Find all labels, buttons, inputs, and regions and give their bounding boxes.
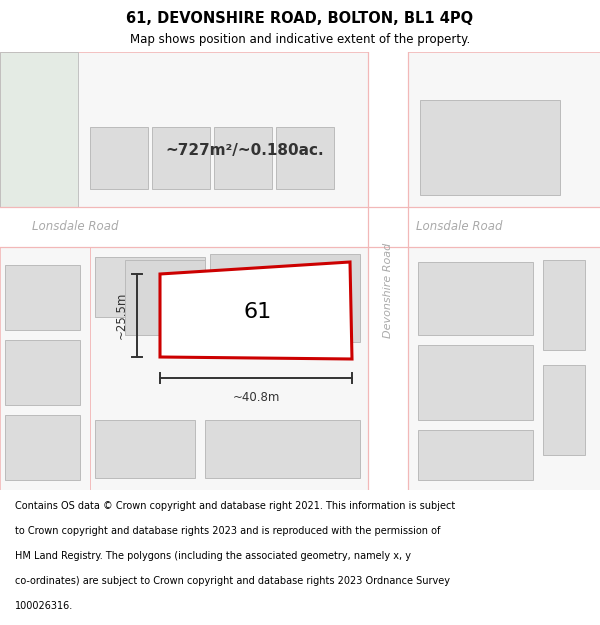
Text: to Crown copyright and database rights 2023 and is reproduced with the permissio: to Crown copyright and database rights 2… [15, 526, 440, 536]
Bar [418, 430, 533, 480]
Text: Contains OS data © Crown copyright and database right 2021. This information is : Contains OS data © Crown copyright and d… [15, 501, 455, 511]
Polygon shape [408, 52, 600, 207]
Bar [95, 420, 195, 478]
Bar [0, 207, 600, 247]
Polygon shape [0, 52, 368, 207]
Polygon shape [160, 262, 352, 359]
Polygon shape [90, 247, 368, 490]
Bar [90, 127, 148, 189]
Polygon shape [0, 247, 90, 490]
Bar [420, 100, 560, 195]
Bar [214, 127, 272, 189]
Bar [543, 365, 585, 455]
Text: Devonshire Road: Devonshire Road [383, 242, 393, 338]
Text: 61, DEVONSHIRE ROAD, BOLTON, BL1 4PQ: 61, DEVONSHIRE ROAD, BOLTON, BL1 4PQ [127, 11, 473, 26]
Bar [5, 265, 80, 330]
Text: ~25.5m: ~25.5m [115, 292, 128, 339]
Bar [418, 262, 533, 335]
Text: 100026316.: 100026316. [15, 601, 73, 611]
Bar [205, 420, 360, 478]
Bar [125, 260, 205, 335]
Polygon shape [408, 247, 600, 490]
Bar [95, 257, 205, 317]
Bar [276, 127, 334, 189]
Bar [0, 52, 78, 207]
Text: Lonsdale Road: Lonsdale Road [416, 221, 503, 234]
Bar [5, 415, 80, 480]
Bar [210, 254, 360, 342]
Bar [418, 345, 533, 420]
Bar [152, 127, 210, 189]
Text: 61: 61 [244, 302, 272, 322]
Text: Lonsdale Road: Lonsdale Road [32, 221, 119, 234]
Text: Map shows position and indicative extent of the property.: Map shows position and indicative extent… [130, 32, 470, 46]
Bar [368, 52, 408, 490]
Text: co-ordinates) are subject to Crown copyright and database rights 2023 Ordnance S: co-ordinates) are subject to Crown copyr… [15, 576, 450, 586]
Text: HM Land Registry. The polygons (including the associated geometry, namely x, y: HM Land Registry. The polygons (includin… [15, 551, 411, 561]
Text: ~40.8m: ~40.8m [232, 391, 280, 404]
Text: ~727m²/~0.180ac.: ~727m²/~0.180ac. [166, 142, 325, 158]
Bar [5, 340, 80, 405]
Bar [543, 260, 585, 350]
Bar [215, 257, 360, 302]
